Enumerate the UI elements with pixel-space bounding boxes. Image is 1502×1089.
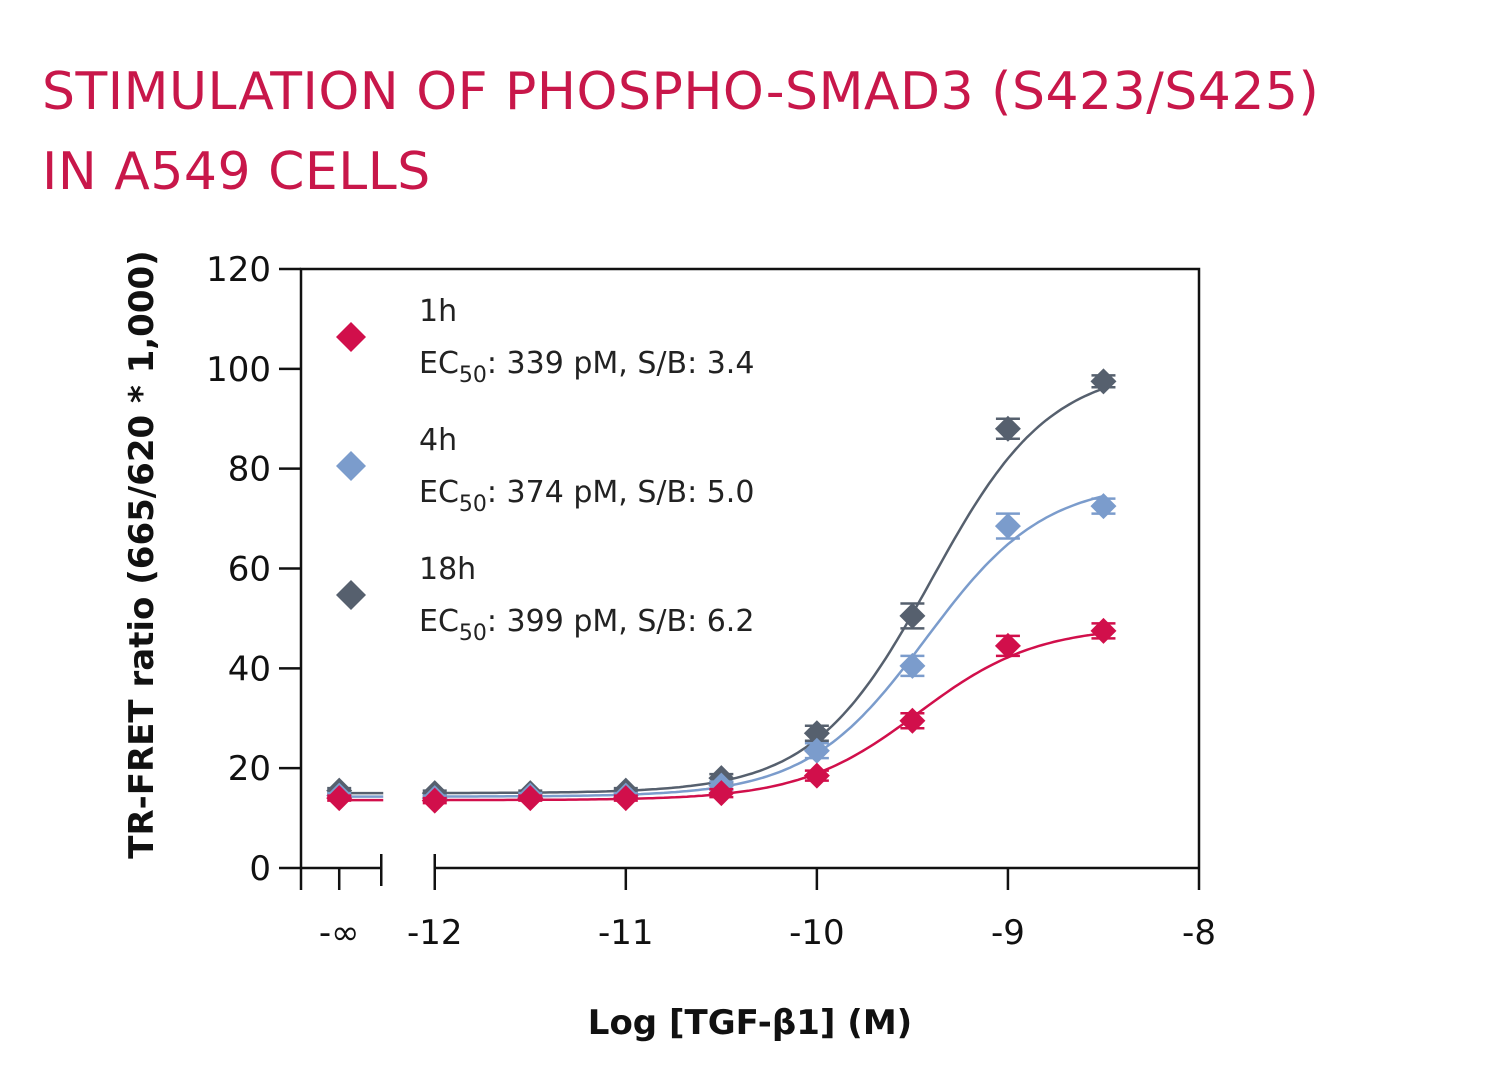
data-point-18h	[1090, 368, 1117, 395]
data-point-18h	[899, 602, 926, 629]
data-point-18h	[994, 415, 1021, 442]
chart-title-line-1: STIMULATION OF PHOSPHO-SMAD3 (S423/S425)	[42, 62, 1320, 122]
data-point-1h	[708, 780, 735, 807]
data-point-4h	[1090, 493, 1117, 520]
data-point-1h	[1090, 617, 1117, 644]
legend-marker-4h	[336, 451, 366, 481]
fit-curves	[331, 387, 1104, 802]
legend-ec50-subscript: 50	[459, 621, 487, 646]
legend-ec50-subscript: 50	[459, 363, 487, 388]
fit-curve-1h	[434, 631, 1104, 802]
y-tick-label: 20	[228, 749, 271, 789]
legend-ec50-text: EC50: 399 pM, S/B: 6.2	[419, 604, 754, 646]
x-tick-label: -8	[1182, 913, 1216, 953]
legend-ec50-subscript: 50	[459, 492, 487, 517]
x-tick-label: -10	[789, 913, 845, 953]
data-points	[326, 368, 1117, 814]
legend-ec50-prefix: EC	[419, 346, 459, 381]
data-point-1h	[326, 785, 353, 812]
chart-title: STIMULATION OF PHOSPHO-SMAD3 (S423/S425)…	[42, 52, 1319, 212]
y-tick-label: 0	[249, 849, 271, 889]
chart-title-line-2: IN A549 CELLS	[42, 142, 431, 202]
legend-marker-1h	[336, 322, 366, 352]
legend-series-name: 1h	[419, 294, 457, 329]
legend-marker-18h	[336, 580, 366, 610]
fit-curve-4h	[434, 494, 1104, 798]
y-tick-label: 80	[228, 450, 271, 490]
x-tick-label: -11	[598, 913, 654, 953]
x-tick-label-neg-infinity: -∞	[319, 913, 360, 953]
data-point-1h	[994, 632, 1021, 659]
y-tick-label: 40	[228, 649, 271, 689]
data-point-4h	[803, 737, 830, 764]
data-point-1h	[517, 785, 544, 812]
legend-ec50-prefix: EC	[419, 604, 459, 639]
legend-ec50-value: : 339 pM, S/B: 3.4	[487, 346, 755, 381]
fit-curve-18h	[434, 387, 1104, 795]
x-axis-title: Log [TGF-β1] (M)	[588, 1003, 912, 1043]
data-point-18h	[803, 720, 830, 747]
legend-series-name: 18h	[419, 552, 476, 587]
x-tick-label: -12	[407, 913, 463, 953]
data-point-1h	[612, 785, 639, 812]
y-axis-title: TR-FRET ratio (665/620 * 1,000)	[122, 250, 162, 858]
legend-ec50-text: EC50: 339 pM, S/B: 3.4	[419, 346, 754, 388]
data-point-4h	[899, 652, 926, 679]
chart-axes: 0 20 40 60 80 100 120 -∞ -12 -11 -10 -9 -8	[206, 250, 1216, 953]
legend-ec50-text: EC50: 374 pM, S/B: 5.0	[419, 475, 754, 517]
legend-ec50-value: : 374 pM, S/B: 5.0	[487, 475, 755, 510]
legend-ec50-value: : 399 pM, S/B: 6.2	[487, 604, 755, 639]
y-tick-label: 60	[228, 550, 271, 590]
data-point-1h	[421, 787, 448, 814]
legend-series-name: 4h	[419, 423, 457, 458]
y-tick-label: 100	[206, 350, 271, 390]
legend-ec50-prefix: EC	[419, 475, 459, 510]
data-point-1h	[803, 762, 830, 789]
x-tick-label: -9	[991, 913, 1025, 953]
data-point-4h	[994, 513, 1021, 540]
y-tick-label: 120	[206, 250, 271, 290]
data-point-1h	[899, 707, 926, 734]
